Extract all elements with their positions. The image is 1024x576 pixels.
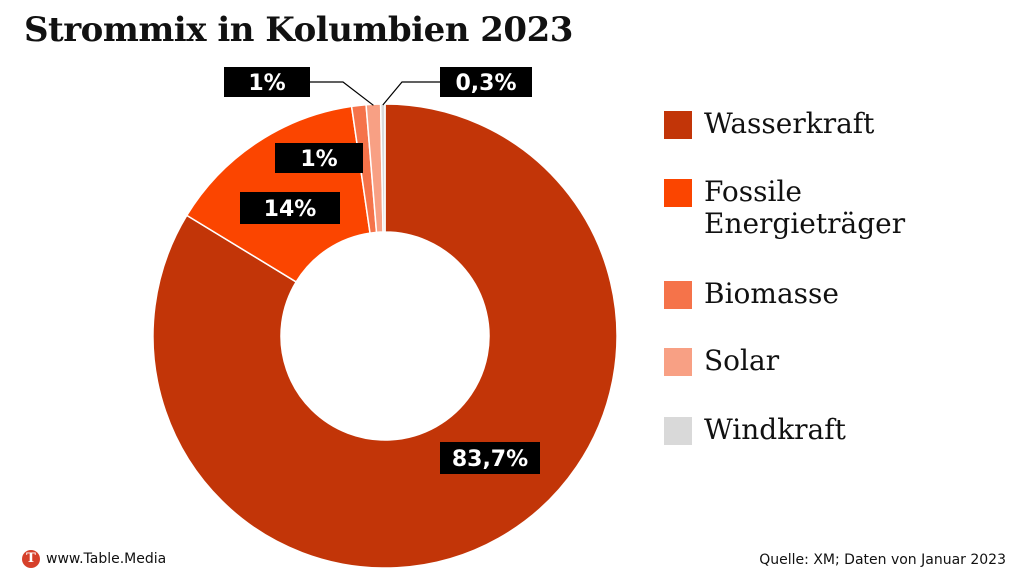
data-label-fossile-energietraeger: 14% (264, 197, 317, 222)
legend-label-biomasse: Biomasse (704, 277, 839, 310)
legend-swatch-biomasse (664, 281, 692, 309)
data-label-wasserkraft: 83,7% (452, 447, 528, 472)
legend-label-fossile-energietraeger: Fossile Energieträger (704, 175, 906, 240)
legend-label-windkraft: Windkraft (704, 413, 846, 446)
data-label-box-windkraft (440, 67, 532, 97)
data-label-windkraft: 0,3% (455, 71, 516, 96)
brand-link[interactable]: www.Table.Media (46, 551, 167, 567)
data-label-biomasse: 1% (300, 147, 337, 172)
legend-label-wasserkraft: Wasserkraft (704, 107, 875, 140)
data-label-solar: 1% (248, 71, 285, 96)
legend-swatch-fossile-energietraeger (664, 179, 692, 207)
legend-swatch-windkraft (664, 417, 692, 445)
legend-label-solar: Solar (704, 344, 780, 377)
legend-swatch-wasserkraft (664, 111, 692, 139)
data-label-box-solar (224, 67, 310, 97)
data-label-box-fossile-energietraeger (240, 192, 340, 224)
data-label-box-biomasse (275, 143, 363, 173)
table-media-logo-icon: T (22, 550, 40, 568)
slice-windkraft (379, 103, 386, 233)
leader-line-windkraft (382, 81, 440, 106)
legend-swatch-solar (664, 348, 692, 376)
footer-brand: T www.Table.Media (22, 550, 166, 568)
source-note: Quelle: XM; Daten von Januar 2023 (759, 552, 1006, 568)
leader-line-solar (310, 81, 374, 106)
chart-title: Strommix in Kolumbien 2023 (24, 10, 573, 50)
data-label-box-wasserkraft (440, 442, 540, 474)
